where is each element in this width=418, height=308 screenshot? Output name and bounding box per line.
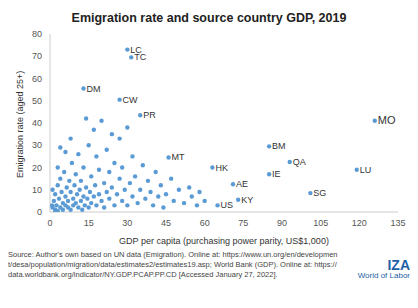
svg-text:20: 20 <box>32 163 42 173</box>
svg-text:PR: PR <box>143 110 156 120</box>
svg-text:AE: AE <box>236 179 248 189</box>
svg-text:LU: LU <box>360 165 372 175</box>
svg-text:0: 0 <box>37 207 42 217</box>
html-text:IZA: IZA <box>387 257 410 273</box>
svg-text:70: 70 <box>32 51 42 61</box>
svg-text:10: 10 <box>32 185 42 195</box>
svg-text:Emigration rate (aged 25+): Emigration rate (aged 25+) <box>15 71 25 178</box>
svg-text:HK: HK <box>215 163 228 173</box>
svg-text:KY: KY <box>241 195 253 205</box>
svg-text:45: 45 <box>161 218 171 228</box>
svg-text:SG: SG <box>313 188 326 198</box>
svg-text:60: 60 <box>200 218 210 228</box>
svg-text:GDP per capita (purchasing pow: GDP per capita (purchasing power parity,… <box>119 236 329 246</box>
svg-text:120: 120 <box>352 218 367 228</box>
svg-text:LC: LC <box>130 44 142 55</box>
svg-text:105: 105 <box>313 218 328 228</box>
svg-text:135: 135 <box>390 218 405 228</box>
svg-text:40: 40 <box>32 118 42 128</box>
svg-text:QA: QA <box>293 157 306 167</box>
svg-text:80: 80 <box>32 29 42 39</box>
svg-text:US: US <box>221 200 234 210</box>
svg-text:MT: MT <box>172 152 185 162</box>
svg-text:BM: BM <box>272 141 286 151</box>
svg-text:30: 30 <box>32 140 42 150</box>
svg-text:TC: TC <box>134 52 146 62</box>
html-text:World of Labor: World of Labor <box>357 271 410 280</box>
svg-text:0: 0 <box>47 218 52 228</box>
svg-text:60: 60 <box>32 74 42 84</box>
svg-text:MO: MO <box>378 114 396 126</box>
svg-text:15: 15 <box>84 218 94 228</box>
svg-text:CW: CW <box>123 95 138 105</box>
html-text:Emigration rate and source cou: Emigration rate and source country GDP, … <box>71 11 347 25</box>
svg-text:DM: DM <box>87 84 101 94</box>
svg-text:30: 30 <box>122 218 132 228</box>
svg-text:75: 75 <box>238 218 248 228</box>
svg-text:90: 90 <box>277 218 287 228</box>
svg-text:IE: IE <box>272 169 281 179</box>
html-text:Source: Author's own based on: Source: Author's own based on UN data (E… <box>8 250 338 279</box>
svg-text:50: 50 <box>32 96 42 106</box>
